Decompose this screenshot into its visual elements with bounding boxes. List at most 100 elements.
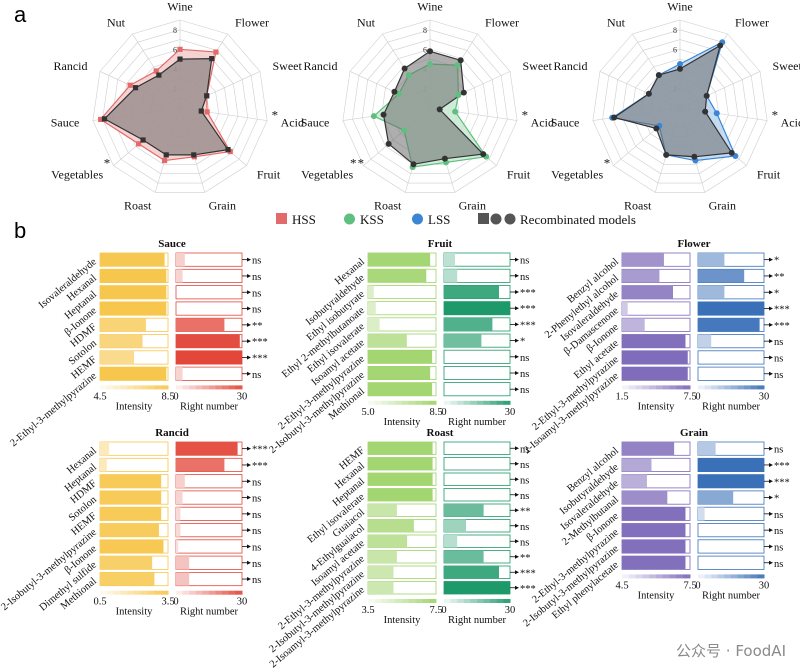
radar-grid-ring <box>111 39 249 174</box>
legend-label-hss: HSS <box>292 212 316 227</box>
intensity-bar <box>100 285 167 299</box>
right-number-bar-frame <box>697 506 765 521</box>
intensity-bar <box>622 539 686 554</box>
right-number-scale-step <box>189 590 197 595</box>
intensity-scale-step <box>161 385 169 390</box>
intensity-bar <box>368 269 427 283</box>
compound-label: 2-Isoamyl-3-methylpyrazine <box>522 370 621 456</box>
right-number-bar-frame <box>443 365 511 380</box>
intensity-bar <box>100 350 134 365</box>
radar-tick-label: 8 <box>673 26 677 35</box>
significance-label: ns <box>774 445 783 456</box>
right-number-bar <box>176 507 181 521</box>
right-number-scale-step <box>195 385 203 390</box>
significance-label: ns <box>520 444 529 455</box>
intensity-tick: 3.5 <box>361 605 374 616</box>
right-number-bar <box>176 442 238 456</box>
radar-point-base <box>213 49 219 55</box>
radar-point-base <box>452 108 459 115</box>
intensity-bar <box>100 253 165 267</box>
radar-axis-label: Vegetables <box>51 168 103 182</box>
radar-point-base <box>177 46 183 52</box>
significance-label: ns <box>252 477 261 488</box>
right-number-scale-step <box>215 590 223 595</box>
intensity-scale-step <box>402 400 410 405</box>
intensity-scale-step <box>662 385 671 390</box>
significance-arrowhead <box>247 479 251 484</box>
right-number-scale-step <box>182 590 190 595</box>
radar-axis-label: Rancid <box>554 59 588 73</box>
significance-arrowhead <box>515 539 519 544</box>
right-number-bar <box>176 490 183 505</box>
intensity-scale-step <box>368 599 376 603</box>
right-number-scale-step <box>228 385 236 390</box>
significance-arrowhead <box>769 446 773 451</box>
right-number-scale-step <box>724 574 732 579</box>
intensity-bar <box>368 442 433 455</box>
significance-label: *** <box>520 584 536 595</box>
right-number-scale-step <box>463 599 471 603</box>
significance-label: ** <box>520 506 531 517</box>
intensity-bar <box>100 539 164 554</box>
intensity-scale-step <box>622 574 630 579</box>
right-number-bar <box>698 458 764 472</box>
radar-series-recombinated <box>612 44 733 158</box>
legend-marker-lss <box>412 213 423 225</box>
intensity-scale-step <box>635 385 643 390</box>
intensity-scale-step <box>374 400 383 405</box>
radar-point-base <box>427 61 433 67</box>
radar-point-recombinated <box>401 65 408 72</box>
radar-lss: WineFlowerSweetAcid*FruitGrainRoastVeget… <box>551 0 800 213</box>
intensity-bar <box>368 366 431 380</box>
radar-significance: * * <box>350 155 364 170</box>
intensity-tick: 3.5 <box>161 597 174 608</box>
significance-label: *** <box>252 445 268 456</box>
right-number-bar <box>176 572 190 586</box>
right-number-scale-step <box>450 599 458 603</box>
right-number-bar <box>444 566 499 579</box>
intensity-bar <box>100 556 153 570</box>
legend-marker-recombinated <box>478 213 489 224</box>
right-number-bar-frame <box>175 474 243 489</box>
intensity-scale-step <box>140 385 149 390</box>
radar-point-recombinated <box>140 137 146 143</box>
radar-point-recombinated <box>702 108 709 115</box>
intensity-bar <box>368 581 394 594</box>
significance-label: ns <box>774 510 783 521</box>
radar-axis-label: Wine <box>667 0 693 13</box>
right-number-scale-step <box>235 590 243 595</box>
radar-axis-label: Sauce <box>301 115 330 129</box>
radar-point-recombinated <box>663 151 670 158</box>
radar-point-recombinated <box>480 151 487 158</box>
intensity-bar <box>368 382 433 396</box>
intensity-bar <box>100 523 159 537</box>
radar-grid-ring <box>121 49 239 165</box>
radar-point-recombinated <box>209 56 215 62</box>
significance-label: ns <box>520 353 529 364</box>
intensity-scale-step <box>429 400 437 405</box>
compound-label: 2-Ethyl-3-methylpyrazine <box>8 370 99 449</box>
intensity-axis-label: Intensity <box>116 607 153 618</box>
intensity-bar <box>622 253 664 267</box>
intensity-scale-step <box>147 590 155 595</box>
legend-marker-kss <box>344 213 355 225</box>
right-number-scale-step <box>750 574 758 579</box>
right-number-bar <box>444 550 484 563</box>
right-number-scale-step <box>503 599 511 603</box>
intensity-bar <box>622 318 645 332</box>
significance-arrowhead <box>247 560 251 565</box>
right-number-bar <box>176 474 185 488</box>
significance-arrowhead <box>769 462 773 467</box>
right-number-bar <box>176 350 242 365</box>
radar-axis-label: Acid <box>781 115 800 129</box>
right-number-scale-step <box>444 400 452 405</box>
radar-axis-label: Roast <box>624 199 652 213</box>
watermark: 公众号 · FoodAI <box>676 642 786 660</box>
significance-arrowhead <box>515 354 519 359</box>
radar-axis-label: Flower <box>485 15 519 29</box>
right-number-scale-step <box>222 385 230 390</box>
radar-point-recombinated <box>691 153 698 160</box>
significance-arrowhead <box>247 290 251 295</box>
intensity-scale-step <box>683 385 691 390</box>
intensity-bar <box>622 285 673 299</box>
